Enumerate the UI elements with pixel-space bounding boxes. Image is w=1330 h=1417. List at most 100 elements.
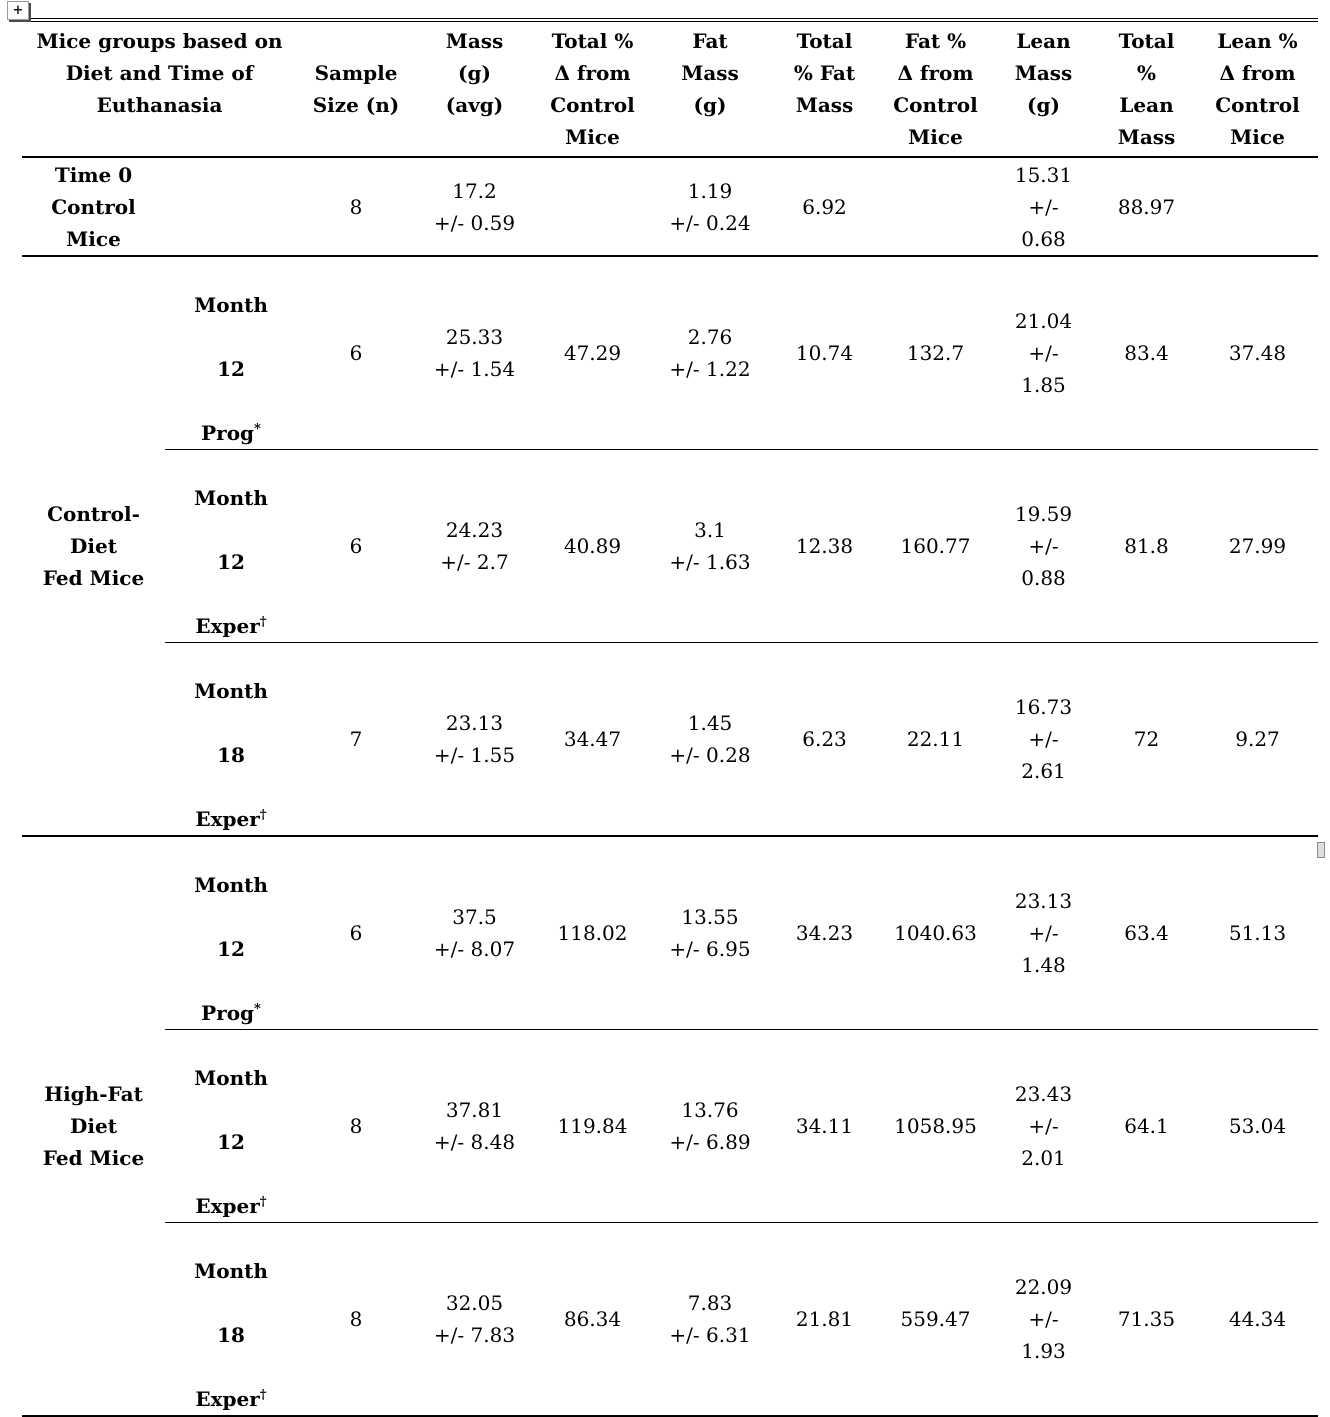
cell-lean-mass[interactable]: 22.09 +/- 1.93 <box>1014 1275 1073 1363</box>
row-time0-control: Time 0 Control Mice 8 17.2 +/- 0.59 1.19… <box>22 157 1318 257</box>
cell-fat-mass[interactable]: 7.83 +/- 6.31 <box>669 1291 751 1347</box>
subgroup-name: Exper <box>195 614 260 638</box>
cell-total-pct-fat[interactable]: 10.74 <box>769 256 880 450</box>
cell-total-pct-fat[interactable]: 34.11 <box>769 1029 880 1223</box>
cell-lean-pct-delta[interactable]: 44.34 <box>1228 1307 1287 1331</box>
col-header-lean-mass[interactable]: Lean Mass (g) <box>991 20 1096 158</box>
subgroup-label[interactable]: Month 12 Prog* <box>165 256 297 450</box>
cell-total-pct-fat[interactable]: 6.23 <box>769 642 880 837</box>
table-resize-handle-icon[interactable] <box>1317 842 1325 858</box>
cell-fat-pct-delta[interactable]: 22.11 <box>880 642 991 837</box>
cell-fat-mass[interactable]: 13.55 +/- 6.95 <box>651 836 769 1030</box>
subgroup-line2: 18 <box>217 1323 245 1347</box>
cell-fat-pct-delta[interactable] <box>880 157 991 257</box>
cell-total-pct-fat[interactable]: 6.92 <box>769 157 880 257</box>
col-header-mass-avg[interactable]: Mass (g) (avg) <box>415 20 534 158</box>
cell-total-pct-fat[interactable]: 21.81 <box>795 1307 854 1331</box>
cell-fat-pct-delta[interactable]: 1058.95 <box>880 1029 991 1223</box>
col-header-lean-pct-delta[interactable]: Lean % Δ from Control Mice <box>1197 20 1318 158</box>
header-row: Mice groups based on Diet and Time of Eu… <box>22 20 1318 158</box>
cell-sample-size[interactable]: 6 <box>297 449 415 643</box>
cell-total-pct-lean[interactable]: 88.97 <box>1096 157 1197 257</box>
cell-sample-size[interactable]: 6 <box>297 256 415 450</box>
cell-total-pct-lean[interactable]: 63.4 <box>1096 836 1197 1030</box>
col-header-fat-mass[interactable]: Fat Mass (g) <box>651 20 769 158</box>
cell-lean-pct-delta[interactable]: 9.27 <box>1197 642 1318 837</box>
cell-total-pct-delta[interactable]: 34.47 <box>534 642 651 837</box>
group-label-high-fat-diet[interactable]: High-Fat Diet Fed Mice <box>42 1082 145 1170</box>
table-move-handle-icon[interactable]: + <box>7 1 29 20</box>
cell-total-pct-delta[interactable]: 86.34 <box>563 1307 622 1331</box>
col-header-total-pct-delta[interactable]: Total % Δ from Control Mice <box>534 20 651 158</box>
footnote-marker: † <box>259 1387 267 1403</box>
cell-mass-avg[interactable]: 17.2 +/- 0.59 <box>415 157 534 257</box>
cell-mass-avg[interactable]: 24.23 +/- 2.7 <box>415 449 534 643</box>
cell-fat-pct-delta[interactable]: 559.47 <box>900 1307 971 1331</box>
cell-lean-mass[interactable]: 23.43 +/- 2.01 <box>991 1029 1096 1223</box>
group-label-time0[interactable]: Time 0 Control Mice <box>22 157 165 257</box>
cell-sample-size[interactable]: 6 <box>297 836 415 1030</box>
subgroup-label[interactable]: Month 12 Exper† <box>165 449 297 643</box>
cell-total-pct-delta[interactable]: 47.29 <box>534 256 651 450</box>
cell-total-pct-fat[interactable]: 12.38 <box>769 449 880 643</box>
cell-sample-size[interactable]: 8 <box>297 157 415 257</box>
cell-total-pct-delta[interactable]: 40.89 <box>534 449 651 643</box>
cell-fat-mass[interactable]: 3.1 +/- 1.63 <box>651 449 769 643</box>
footnote-marker: † <box>259 807 267 823</box>
cell-total-pct-delta[interactable]: 118.02 <box>534 836 651 1030</box>
cell-fat-pct-delta[interactable]: 160.77 <box>880 449 991 643</box>
cell-total-pct-lean[interactable]: 81.8 <box>1096 449 1197 643</box>
cell-lean-pct-delta[interactable]: 53.04 <box>1197 1029 1318 1223</box>
cell-total-pct-delta[interactable] <box>534 157 651 257</box>
cell-fat-pct-delta[interactable]: 132.7 <box>880 256 991 450</box>
cell-total-pct-lean[interactable]: 64.1 <box>1096 1029 1197 1223</box>
footnote-marker: * <box>254 421 261 437</box>
group-label-control-diet[interactable]: Control- Diet Fed Mice <box>22 256 165 837</box>
empty-subgroup-cell[interactable] <box>165 157 297 257</box>
subgroup-label[interactable]: Month 12 Prog* <box>165 836 297 1030</box>
cell-lean-mass[interactable]: 19.59 +/- 0.88 <box>991 449 1096 643</box>
row-control-m18-exper: Month 18 Exper† 7 23.13 +/- 1.55 34.47 1… <box>22 642 1318 837</box>
cell-lean-pct-delta[interactable]: 51.13 <box>1197 836 1318 1030</box>
cell-total-pct-fat[interactable]: 34.23 <box>769 836 880 1030</box>
cell-total-pct-delta[interactable]: 119.84 <box>534 1029 651 1223</box>
cell-mass-avg[interactable]: 37.81 +/- 8.48 <box>415 1029 534 1223</box>
cell-lean-pct-delta[interactable] <box>1197 157 1318 257</box>
cell-lean-mass[interactable]: 16.73 +/- 2.61 <box>991 642 1096 837</box>
subgroup-line2: 18 <box>217 743 245 767</box>
col-header-total-pct-fat[interactable]: Total % Fat Mass <box>769 20 880 158</box>
cell-fat-mass[interactable]: 1.45 +/- 0.28 <box>651 642 769 837</box>
row-control-m12-prog: Control- Diet Fed Mice Month 12 Prog* 6 … <box>22 256 1318 837</box>
subgroup-label[interactable]: Month 18 Exper† <box>165 1223 297 1417</box>
cell-lean-mass[interactable]: 15.31 +/- 0.68 <box>991 157 1096 257</box>
cell-total-pct-lean[interactable]: 71.35 <box>1117 1307 1176 1331</box>
subgroup-line2: 12 <box>217 1130 245 1154</box>
col-header-total-pct-lean[interactable]: Total % Lean Mass <box>1096 20 1197 158</box>
cell-sample-size[interactable]: 8 <box>349 1307 363 1331</box>
cell-total-pct-lean[interactable]: 72 <box>1096 642 1197 837</box>
cell-mass-avg[interactable]: 37.5 +/- 8.07 <box>415 836 534 1030</box>
cell-fat-mass[interactable]: 13.76 +/- 6.89 <box>651 1029 769 1223</box>
subgroup-label[interactable]: Month 18 Exper† <box>165 642 297 837</box>
cell-mass-avg[interactable]: 32.05 +/- 7.83 <box>433 1291 516 1347</box>
cell-sample-size[interactable]: 8 <box>297 1029 415 1223</box>
cell-fat-pct-delta[interactable]: 1040.63 <box>880 836 991 1030</box>
subgroup-name: Exper <box>195 807 260 831</box>
cell-mass-avg[interactable]: 23.13 +/- 1.55 <box>415 642 534 837</box>
row-highfat-m12-exper: Month 12 Exper† 8 37.81 +/- 8.48 119.84 … <box>22 1029 1318 1223</box>
cell-fat-mass[interactable]: 2.76 +/- 1.22 <box>651 256 769 450</box>
cell-total-pct-lean[interactable]: 83.4 <box>1096 256 1197 450</box>
subgroup-label[interactable]: Month 12 Exper† <box>165 1029 297 1223</box>
cell-mass-avg[interactable]: 25.33 +/- 1.54 <box>415 256 534 450</box>
cell-sample-size[interactable]: 7 <box>297 642 415 837</box>
cell-lean-mass[interactable]: 23.13 +/- 1.48 <box>991 836 1096 1030</box>
move-handle-glyph: + <box>12 3 24 18</box>
body-composition-table: Mice groups based on Diet and Time of Eu… <box>22 18 1318 1417</box>
cell-lean-pct-delta[interactable]: 27.99 <box>1197 449 1318 643</box>
col-header-mice-groups[interactable]: Mice groups based on Diet and Time of Eu… <box>22 20 297 158</box>
col-header-sample-size[interactable]: Sample Size (n) <box>297 20 415 158</box>
cell-lean-pct-delta[interactable]: 37.48 <box>1197 256 1318 450</box>
cell-fat-mass[interactable]: 1.19 +/- 0.24 <box>651 157 769 257</box>
cell-lean-mass[interactable]: 21.04 +/- 1.85 <box>991 256 1096 450</box>
col-header-fat-pct-delta[interactable]: Fat % Δ from Control Mice <box>880 20 991 158</box>
